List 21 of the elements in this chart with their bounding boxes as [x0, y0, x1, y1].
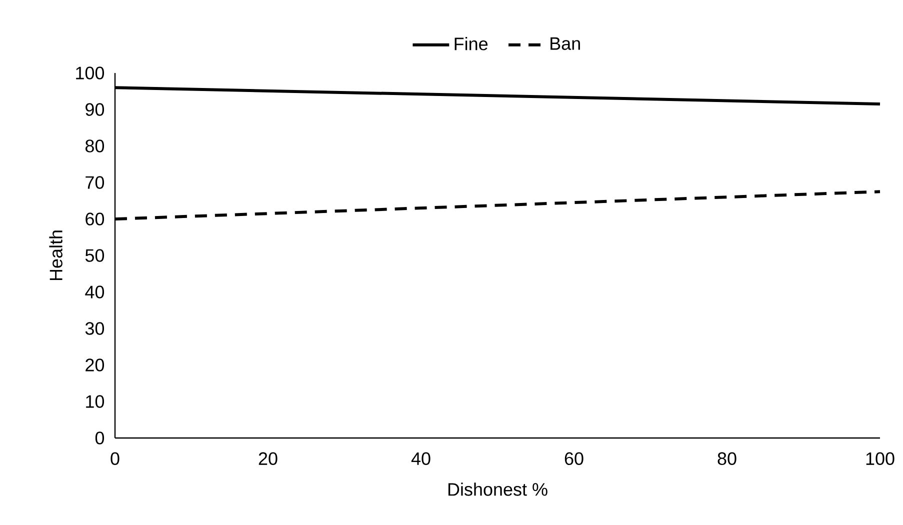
x-tick-label: 40: [411, 452, 430, 466]
y-tick-label: 50: [85, 249, 104, 262]
y-tick-label: 100: [76, 66, 104, 80]
legend-label: Ban: [550, 37, 580, 50]
y-tick-label: 90: [86, 103, 104, 116]
x-tick-label: 80: [718, 452, 736, 466]
y-tick-label: 40: [85, 286, 104, 298]
y-axis-title: Health: [49, 230, 62, 280]
x-axis-title: Dishonest %: [448, 482, 548, 496]
x-tick-label: 100: [866, 452, 894, 466]
y-tick-label: 30: [85, 322, 104, 335]
legend-label: Fine: [454, 37, 488, 50]
x-tick-label: 60: [564, 452, 584, 466]
y-tick-label: 70: [86, 176, 104, 189]
y-tick-label: 0: [95, 432, 104, 444]
x-tick-label: 0: [110, 452, 120, 466]
x-tick-label: 20: [258, 452, 278, 466]
y-tick-label: 80: [85, 140, 104, 152]
y-tick-label: 10: [86, 395, 104, 408]
y-tick-label: 20: [86, 358, 104, 372]
y-tick-label: 60: [86, 212, 104, 226]
